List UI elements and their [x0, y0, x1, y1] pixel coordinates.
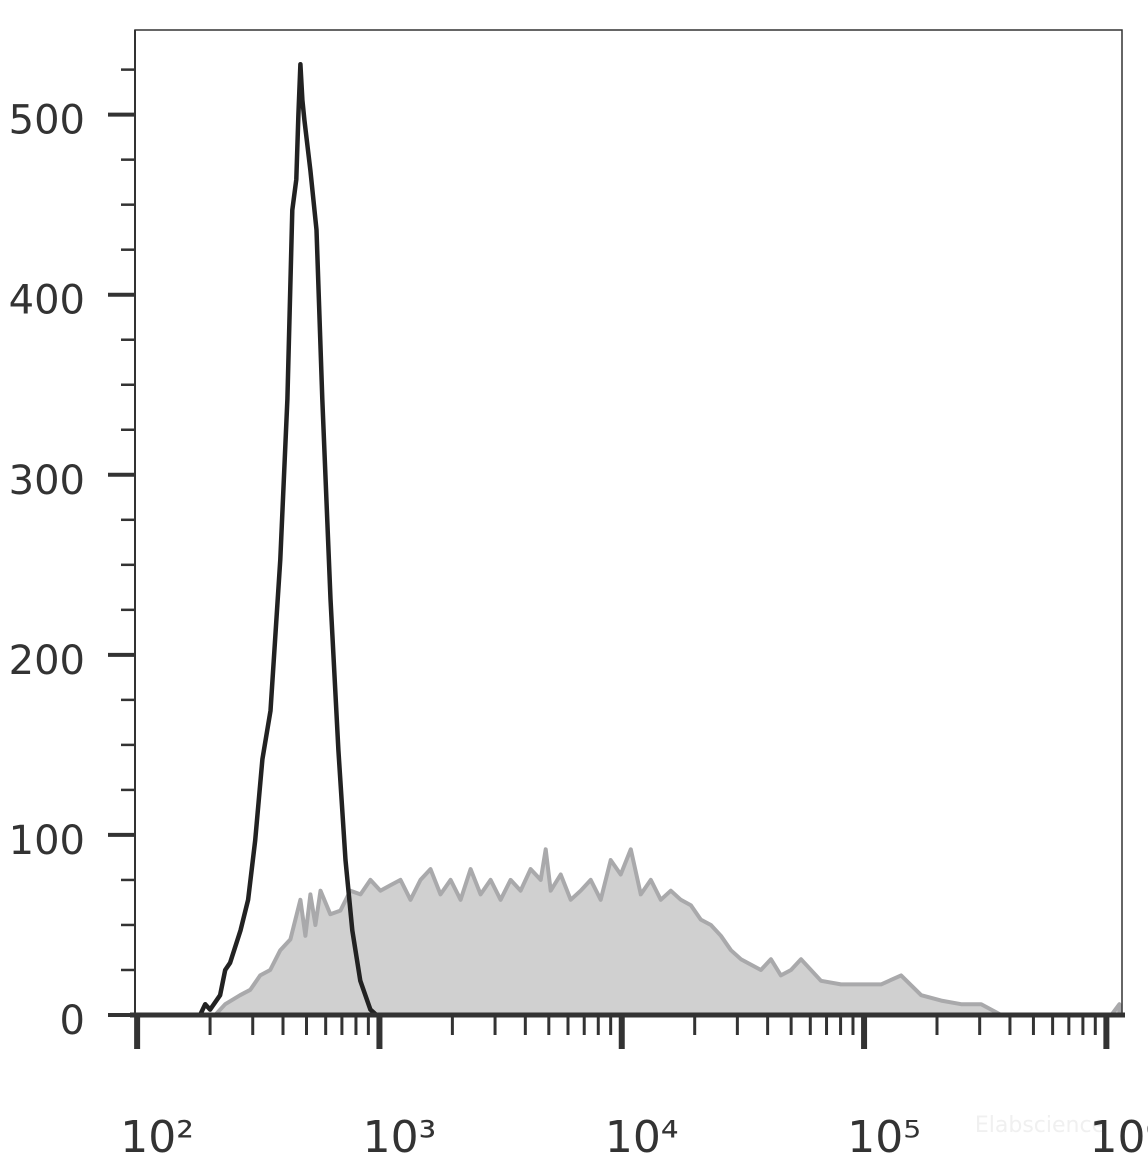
y-tick-label: 400: [9, 278, 85, 324]
x-tick-label: 10³: [363, 1112, 437, 1163]
x-tick-label: 10²: [120, 1112, 194, 1163]
y-tick-label: 0: [60, 998, 85, 1044]
y-tick-label: 100: [9, 818, 85, 864]
x-tick-label: 10⁶: [1090, 1112, 1148, 1163]
x-tick-label: 10⁴: [605, 1112, 679, 1163]
x-tick-label: 10⁵: [847, 1112, 921, 1163]
y-tick-label: 500: [9, 98, 85, 144]
y-tick-label: 300: [9, 458, 85, 504]
y-tick-label: 200: [9, 638, 85, 684]
histogram-area: [213, 847, 1122, 1017]
watermark: Elabscience: [975, 1113, 1105, 1138]
histogram-line: [135, 61, 1122, 1018]
